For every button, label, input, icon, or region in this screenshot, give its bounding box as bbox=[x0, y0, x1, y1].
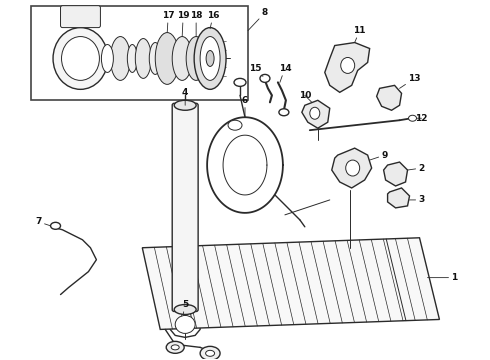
Ellipse shape bbox=[135, 39, 151, 78]
Ellipse shape bbox=[409, 115, 416, 121]
Polygon shape bbox=[325, 42, 369, 92]
Ellipse shape bbox=[279, 109, 289, 116]
FancyBboxPatch shape bbox=[61, 6, 100, 28]
Ellipse shape bbox=[110, 37, 130, 80]
Ellipse shape bbox=[206, 350, 215, 356]
Polygon shape bbox=[142, 238, 440, 329]
Ellipse shape bbox=[196, 28, 224, 88]
Text: 8: 8 bbox=[248, 8, 268, 31]
Text: 18: 18 bbox=[190, 11, 202, 37]
Text: 6: 6 bbox=[242, 96, 248, 117]
Text: 9: 9 bbox=[369, 150, 388, 160]
Bar bbox=[30, 6, 248, 100]
Text: 16: 16 bbox=[207, 11, 220, 28]
Text: 1: 1 bbox=[427, 273, 458, 282]
Ellipse shape bbox=[234, 78, 246, 86]
Ellipse shape bbox=[194, 28, 226, 89]
Ellipse shape bbox=[62, 37, 99, 80]
Text: 19: 19 bbox=[177, 11, 190, 37]
Text: 12: 12 bbox=[415, 114, 428, 123]
Ellipse shape bbox=[166, 341, 184, 353]
Ellipse shape bbox=[171, 345, 179, 350]
Ellipse shape bbox=[186, 37, 206, 80]
Ellipse shape bbox=[228, 120, 242, 130]
Text: 4: 4 bbox=[182, 88, 188, 105]
Ellipse shape bbox=[346, 160, 360, 176]
Ellipse shape bbox=[53, 28, 108, 89]
Text: 13: 13 bbox=[399, 74, 421, 88]
Ellipse shape bbox=[155, 32, 179, 84]
Text: 2: 2 bbox=[408, 163, 425, 172]
FancyBboxPatch shape bbox=[172, 103, 198, 311]
Ellipse shape bbox=[174, 305, 196, 315]
Text: 7: 7 bbox=[35, 217, 50, 226]
Ellipse shape bbox=[174, 100, 196, 110]
Ellipse shape bbox=[50, 222, 61, 229]
Polygon shape bbox=[332, 148, 371, 188]
Ellipse shape bbox=[206, 50, 214, 67]
Ellipse shape bbox=[260, 75, 270, 82]
Ellipse shape bbox=[127, 45, 137, 72]
Text: 10: 10 bbox=[298, 91, 312, 102]
Polygon shape bbox=[388, 188, 410, 208]
Polygon shape bbox=[384, 162, 408, 186]
Ellipse shape bbox=[172, 37, 192, 80]
Text: 11: 11 bbox=[353, 26, 366, 42]
Text: 14: 14 bbox=[279, 64, 291, 82]
Ellipse shape bbox=[101, 45, 113, 72]
Ellipse shape bbox=[200, 346, 220, 360]
Polygon shape bbox=[302, 100, 330, 128]
Ellipse shape bbox=[341, 58, 355, 73]
Text: 3: 3 bbox=[410, 195, 425, 204]
Text: 17: 17 bbox=[162, 11, 174, 32]
Ellipse shape bbox=[175, 315, 195, 333]
Ellipse shape bbox=[310, 107, 320, 119]
Ellipse shape bbox=[200, 37, 220, 80]
Ellipse shape bbox=[149, 42, 161, 75]
Polygon shape bbox=[377, 85, 401, 110]
Text: 5: 5 bbox=[182, 300, 188, 315]
Text: 15: 15 bbox=[249, 64, 263, 76]
